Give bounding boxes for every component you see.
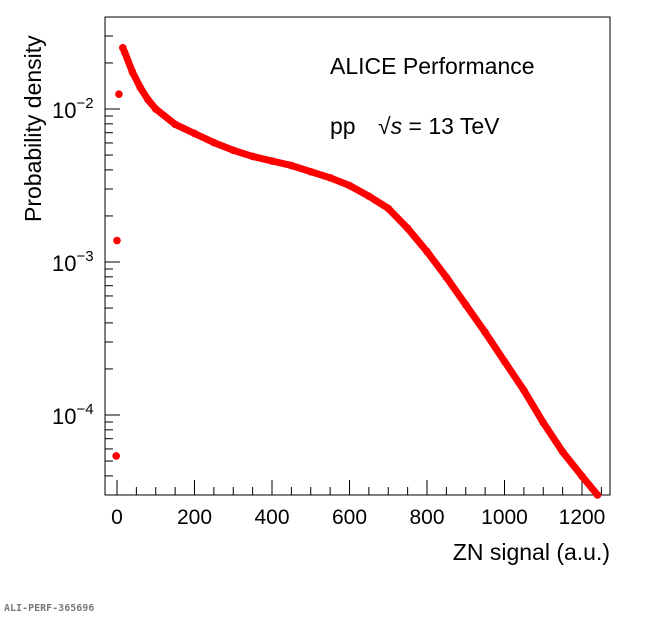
data-point xyxy=(190,129,199,138)
y-tick-label: 10−4 xyxy=(52,401,94,429)
energy-label: = 13 TeV xyxy=(402,113,500,139)
x-tick-label: 800 xyxy=(409,506,444,529)
x-axis-label: ZN signal (a.u.) xyxy=(453,539,610,565)
data-point xyxy=(539,418,548,427)
data-point xyxy=(481,328,489,337)
data-point xyxy=(578,472,586,481)
data-point xyxy=(326,174,334,182)
y-tick-labels: 10−210−310−4 xyxy=(52,95,94,429)
y-tick-exponent: −2 xyxy=(76,95,93,112)
data-point xyxy=(423,247,431,256)
data-point xyxy=(115,90,123,98)
watermark-id: ALI-PERF-365696 xyxy=(4,603,95,614)
data-point xyxy=(365,192,373,201)
data-point xyxy=(384,204,393,213)
sqrt-sign: √ xyxy=(378,113,391,139)
x-tick-label: 400 xyxy=(254,506,289,529)
data-point xyxy=(151,105,160,113)
plot-frame xyxy=(104,16,611,496)
data-point xyxy=(248,152,257,161)
x-tick-label: 0 xyxy=(111,506,123,529)
data-point xyxy=(500,357,509,366)
system-label: pp xyxy=(330,113,356,139)
annotation-alice-performance: ALICE Performance xyxy=(330,53,535,79)
data-point xyxy=(229,146,238,155)
data-point xyxy=(268,157,276,165)
y-tick-base: 10 xyxy=(52,404,76,429)
data-point xyxy=(136,83,145,92)
y-tick-base: 10 xyxy=(52,251,76,276)
data-point xyxy=(403,224,412,233)
data-point xyxy=(287,161,296,170)
y-tick-exponent: −3 xyxy=(76,248,93,265)
y-tick-label: 10−2 xyxy=(52,95,94,123)
y-axis-label: Probability density xyxy=(20,35,46,222)
data-point xyxy=(120,48,129,57)
data-point xyxy=(345,181,354,190)
data-point xyxy=(558,447,567,456)
data-point xyxy=(113,236,121,245)
data-point xyxy=(144,95,152,104)
data-point xyxy=(210,138,218,147)
data-point xyxy=(461,301,470,309)
axis-ticks xyxy=(105,35,602,495)
data-point xyxy=(112,452,121,460)
y-tick-label: 10−3 xyxy=(52,248,94,276)
data-point xyxy=(306,167,315,176)
y-tick-exponent: −4 xyxy=(76,401,93,418)
data-point xyxy=(171,120,179,129)
data-point xyxy=(520,386,528,395)
data-point xyxy=(593,491,602,499)
y-tick-base: 10 xyxy=(52,98,76,123)
x-tick-labels: 0 200 400 600 800 1000 1200 xyxy=(111,506,605,529)
annotation-collision-system: pp √s = 13 TeV xyxy=(330,113,500,139)
x-tick-label: 1200 xyxy=(559,506,606,529)
x-tick-label: 1000 xyxy=(481,506,528,529)
s-symbol: s xyxy=(391,113,403,139)
data-series xyxy=(112,44,602,499)
x-tick-label: 200 xyxy=(177,506,212,529)
x-tick-label: 600 xyxy=(332,506,367,529)
data-point xyxy=(128,68,137,76)
data-point xyxy=(442,273,451,282)
